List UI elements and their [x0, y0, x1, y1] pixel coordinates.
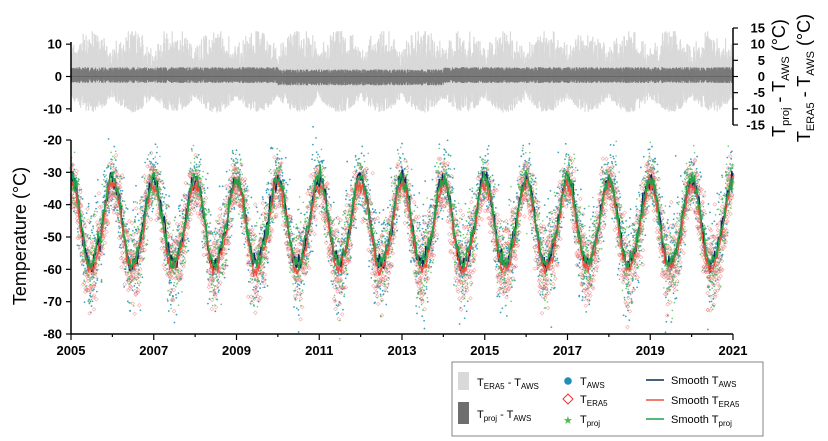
diff-panel: 100-10 151050-5-10-15 — [43, 21, 765, 133]
